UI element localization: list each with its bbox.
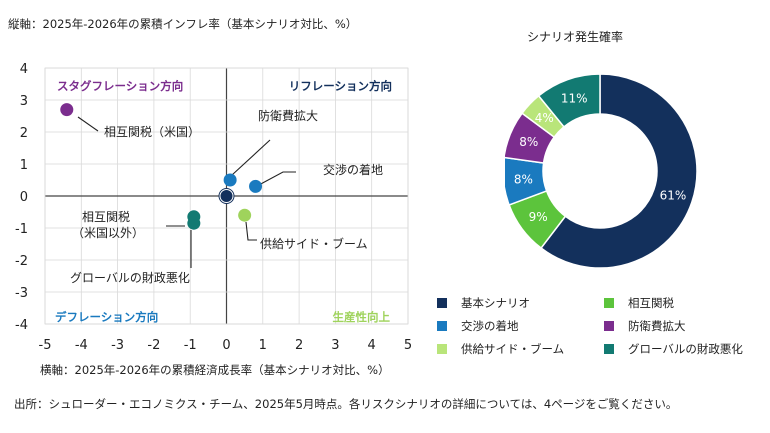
y-tick-label: -2 <box>15 254 28 269</box>
label-tariff-nonus-line1: 相互関税 <box>82 210 130 224</box>
y-tick-label: 0 <box>20 190 28 205</box>
leader-line <box>245 221 257 241</box>
scatter-point <box>60 103 74 117</box>
donut-slice-label: 4% <box>535 111 554 125</box>
legend-label: 交渉の着地 <box>461 319 519 333</box>
plot-frame <box>44 67 409 325</box>
donut-slice-label: 8% <box>519 135 538 149</box>
label-tariff-nonus-line2: （米国以外） <box>72 226 144 240</box>
legend-label: 基本シナリオ <box>461 296 530 310</box>
x-tick-label: 5 <box>404 338 412 353</box>
y-tick-label: 1 <box>20 158 28 173</box>
legend-swatch <box>604 344 614 354</box>
legend-item-defense: 防衛費拡大 <box>604 318 686 334</box>
donut-slice <box>539 73 698 269</box>
x-tick-label: -3 <box>111 338 124 353</box>
legend-label: 供給サイド・ブーム <box>461 342 565 356</box>
legend-swatch <box>604 321 614 331</box>
quadrant-label-deflation: デフレーション方向 <box>55 310 158 324</box>
y-tick-label: 2 <box>20 126 28 141</box>
legend-item-negotiation: 交渉の着地 <box>437 318 519 334</box>
label-fiscal: グローバルの財政悪化 <box>70 270 190 285</box>
x-tick-label: -5 <box>39 338 52 353</box>
source-note: 出所：シュローダー・エコノミクス・チーム、2025年5月時点。各リスクシナリオの… <box>14 397 678 411</box>
legend-swatch <box>437 344 447 354</box>
legend-label: 相互関税 <box>628 296 674 310</box>
axis-ticks: -5 -4 -3 -2 -1 0 1 2 3 4 5 4 3 2 1 0 -1 -2 -3 -4 <box>15 62 412 353</box>
leader-line <box>77 116 99 132</box>
label-supply-boom: 供給サイド・ブーム <box>260 236 368 251</box>
donut-slice-label: 8% <box>514 172 533 186</box>
label-tariff-us: 相互関税（米国） <box>104 125 200 139</box>
x-tick-label: -2 <box>147 338 160 353</box>
legend-item-supply: 供給サイド・ブーム <box>437 341 564 357</box>
leader-lines <box>77 116 296 268</box>
quadrant-label-reflation: リフレーション方向 <box>289 79 392 93</box>
quadrant-label-productivity: 生産性向上 <box>333 310 391 324</box>
donut-title: シナリオ発生確率 <box>527 29 623 44</box>
donut-slice-label: 11% <box>561 91 588 105</box>
legend-item-base: 基本シナリオ <box>437 295 530 311</box>
scatter-point <box>187 216 201 230</box>
x-tick-label: -4 <box>75 338 88 353</box>
scatter-point <box>249 179 263 193</box>
x-tick-label: 1 <box>259 338 267 353</box>
x-tick-label: 4 <box>368 338 376 353</box>
legend-swatch <box>604 298 614 308</box>
x-tick-label: 2 <box>295 338 303 353</box>
probability-donut-chart: シナリオ発生確率 61% 9% 8% 8% 4% 11% <box>505 29 698 269</box>
y-tick-label: 3 <box>20 94 28 109</box>
legend-item-tariff: 相互関税 <box>604 295 674 311</box>
scatter-point <box>238 208 252 222</box>
scenario-scatter-chart: 縦軸：2025年-2026年の累積インフレ率（基本シナリオ対比、%） -5 -4-… <box>8 17 412 377</box>
donut-slices <box>505 73 698 269</box>
x-tick-label: 3 <box>331 338 339 353</box>
legend-item-fiscal: グローバルの財政悪化 <box>604 341 743 357</box>
label-negotiation: 交渉の着地 <box>323 162 383 177</box>
legend-swatch <box>437 321 447 331</box>
y-tick-label: -4 <box>15 318 28 333</box>
x-tick-label: -1 <box>184 338 197 353</box>
donut-slice-label: 61% <box>660 189 687 203</box>
scatter-point <box>223 173 237 187</box>
leader-line <box>231 139 271 176</box>
y-tick-label: -1 <box>15 222 28 237</box>
leader-line <box>256 171 296 187</box>
y-tick-label: -3 <box>15 286 28 301</box>
x-tick-label: 0 <box>222 338 230 353</box>
legend-label: グローバルの財政悪化 <box>628 342 743 356</box>
x-axis-title: 横軸：2025年-2026年の累積経済成長率（基本シナリオ対比、%） <box>40 363 390 377</box>
data-points <box>60 103 263 230</box>
label-defense: 防衛費拡大 <box>258 108 318 123</box>
legend-swatch <box>437 298 447 308</box>
donut-slice <box>537 73 601 128</box>
legend-label: 防衛費拡大 <box>628 319 686 333</box>
scatter-point <box>219 189 234 203</box>
grid <box>44 67 409 325</box>
scatter-point-ring <box>218 188 235 204</box>
quadrant-label-stagflation: スタグフレーション方向 <box>57 79 183 93</box>
y-tick-label: 4 <box>20 62 28 77</box>
donut-slice-labels: 61% 9% 8% 8% 4% 11% <box>514 91 686 223</box>
y-axis-title: 縦軸：2025年-2026年の累積インフレ率（基本シナリオ対比、%） <box>8 17 357 31</box>
donut-slice-label: 9% <box>529 210 548 224</box>
